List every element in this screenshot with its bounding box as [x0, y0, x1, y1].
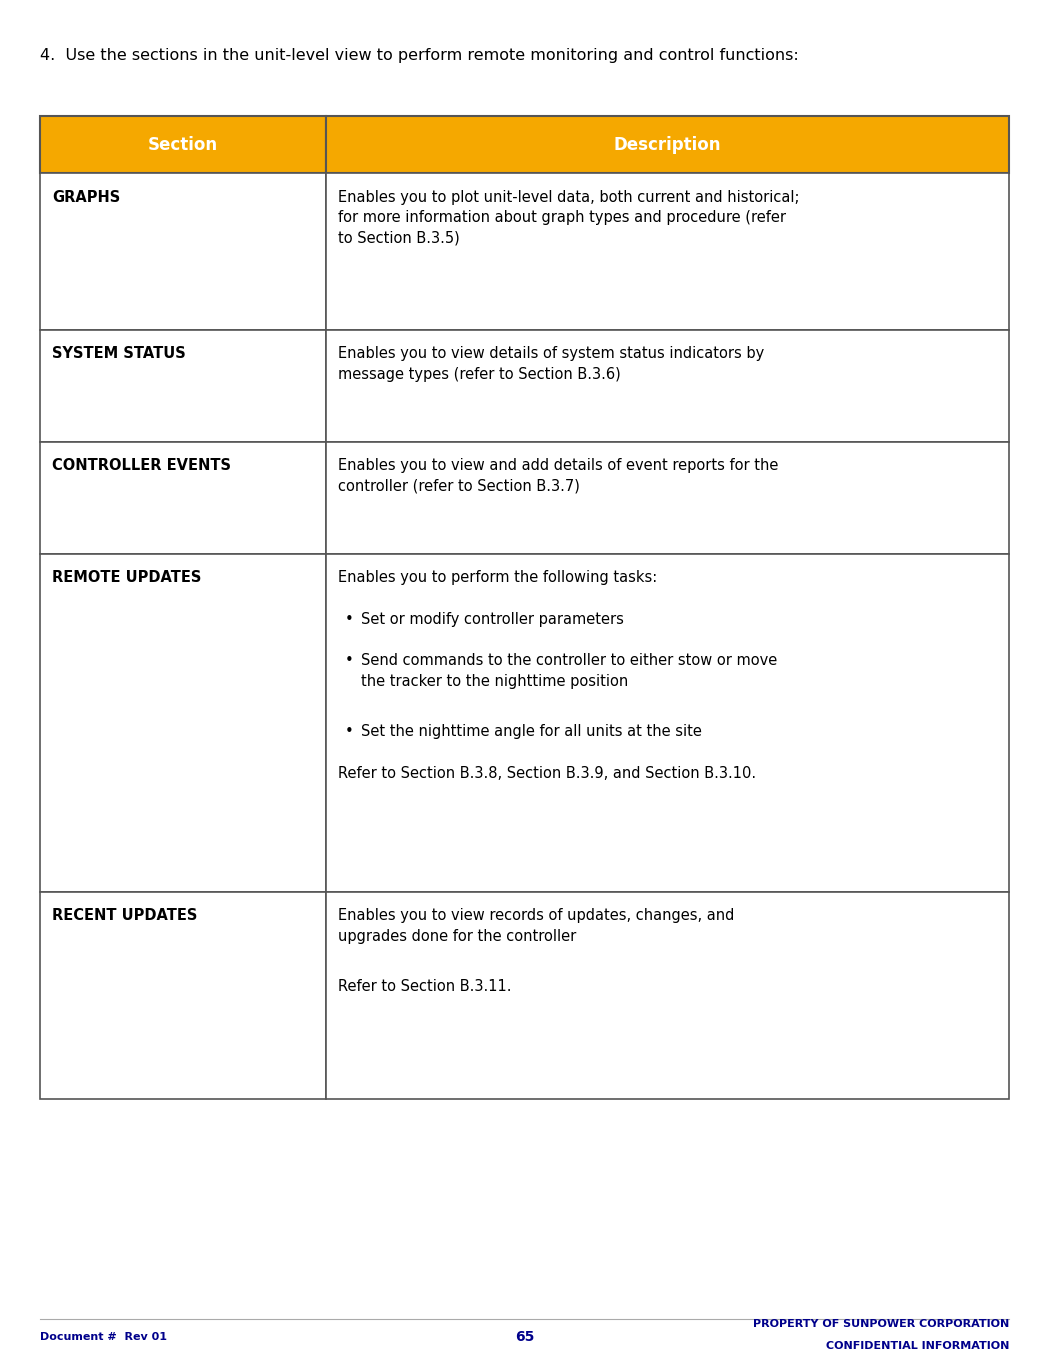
- Text: •: •: [345, 611, 354, 626]
- Bar: [40, 173, 326, 330]
- Text: Enables you to view details of system status indicators by
message types (refer : Enables you to view details of system st…: [339, 346, 765, 382]
- Text: SYSTEM STATUS: SYSTEM STATUS: [52, 346, 187, 361]
- Text: Set the nighttime angle for all units at the site: Set the nighttime angle for all units at…: [362, 724, 703, 739]
- Text: •: •: [345, 724, 354, 739]
- Text: GRAPHS: GRAPHS: [52, 190, 121, 205]
- Bar: [326, 554, 1009, 892]
- Text: Description: Description: [614, 135, 722, 154]
- Text: •: •: [345, 653, 354, 668]
- Text: REMOTE UPDATES: REMOTE UPDATES: [52, 570, 201, 585]
- Text: CONFIDENTIAL INFORMATION: CONFIDENTIAL INFORMATION: [826, 1341, 1009, 1352]
- Text: Document #  Rev 01: Document # Rev 01: [40, 1331, 167, 1342]
- Text: RECENT UPDATES: RECENT UPDATES: [52, 908, 198, 923]
- Text: Enables you to plot unit-level data, both current and historical;
for more infor: Enables you to plot unit-level data, bot…: [339, 190, 800, 246]
- Text: Send commands to the controller to either stow or move
the tracker to the nightt: Send commands to the controller to eithe…: [362, 653, 777, 689]
- Text: Section: Section: [148, 135, 218, 154]
- Bar: [40, 330, 326, 442]
- Text: Enables you to view records of updates, changes, and
upgrades done for the contr: Enables you to view records of updates, …: [339, 908, 734, 944]
- Text: Enables you to perform the following tasks:: Enables you to perform the following tas…: [339, 570, 658, 585]
- Text: CONTROLLER EVENTS: CONTROLLER EVENTS: [52, 458, 232, 473]
- Bar: [40, 554, 326, 892]
- Text: PROPERTY OF SUNPOWER CORPORATION: PROPERTY OF SUNPOWER CORPORATION: [753, 1319, 1009, 1330]
- Text: Refer to Section B.3.8, Section B.3.9, and Section B.3.10.: Refer to Section B.3.8, Section B.3.9, a…: [339, 767, 756, 780]
- Text: 65: 65: [515, 1330, 534, 1344]
- Text: Refer to Section B.3.11.: Refer to Section B.3.11.: [339, 979, 512, 994]
- Bar: [326, 892, 1009, 1099]
- Bar: [326, 116, 1009, 173]
- Bar: [40, 442, 326, 554]
- Bar: [40, 116, 326, 173]
- Text: 4.  Use the sections in the unit-level view to perform remote monitoring and con: 4. Use the sections in the unit-level vi…: [40, 48, 798, 63]
- Text: Set or modify controller parameters: Set or modify controller parameters: [362, 611, 624, 626]
- Bar: [326, 330, 1009, 442]
- Bar: [40, 892, 326, 1099]
- Bar: [326, 173, 1009, 330]
- Text: Enables you to view and add details of event reports for the
controller (refer t: Enables you to view and add details of e…: [339, 458, 778, 494]
- Bar: [326, 442, 1009, 554]
